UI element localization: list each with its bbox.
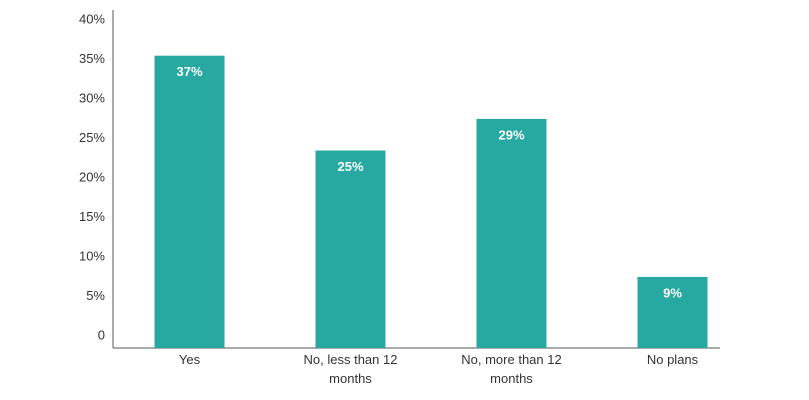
x-tick-label: No, more than 12 months — [461, 352, 562, 386]
value-label: 29% — [498, 127, 524, 142]
y-tick-label: 25% — [79, 130, 105, 145]
y-tick-label: 35% — [79, 51, 105, 66]
value-label: 9% — [663, 285, 682, 300]
y-tick-label: 5% — [86, 288, 105, 303]
bar — [154, 55, 225, 348]
y-tick-label: 20% — [79, 169, 105, 184]
y-tick-label: 15% — [79, 209, 105, 224]
y-tick-label: 0 — [98, 327, 105, 342]
bar — [315, 150, 386, 348]
value-label: 37% — [176, 64, 202, 79]
y-tick-label: 30% — [79, 90, 105, 105]
x-tick-label: No, less than 12 months — [303, 352, 398, 386]
bar — [476, 118, 547, 349]
bar — [637, 276, 708, 348]
y-tick-label: 40% — [79, 11, 105, 26]
y-tick-label: 10% — [79, 248, 105, 263]
x-tick-label: Yes — [178, 352, 201, 367]
value-label: 25% — [337, 159, 363, 174]
x-tick-label: No plans — [646, 352, 699, 367]
